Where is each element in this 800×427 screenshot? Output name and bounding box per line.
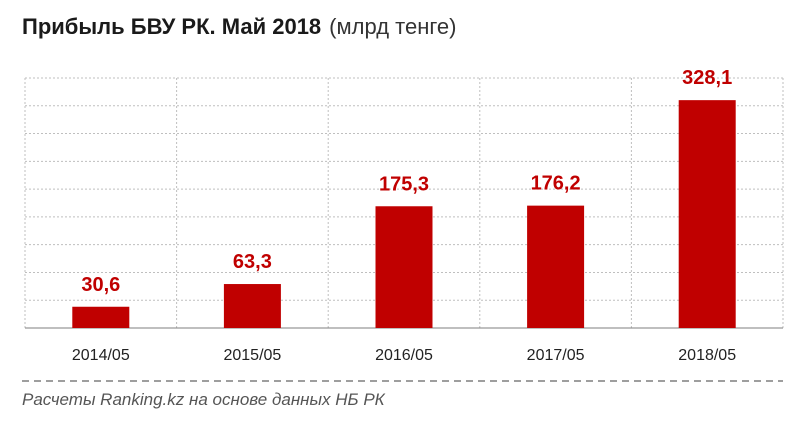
data-label: 176,2 <box>531 173 581 195</box>
data-label: 30,6 <box>81 274 120 296</box>
x-tick-label: 2016/05 <box>375 347 433 364</box>
data-label: 63,3 <box>233 251 272 273</box>
x-tick-label: 2014/05 <box>72 347 130 364</box>
x-tick-label: 2017/05 <box>527 347 585 364</box>
bar <box>72 306 130 328</box>
bar <box>527 205 585 328</box>
bar <box>223 284 281 328</box>
data-label: 175,3 <box>379 173 429 195</box>
x-tick-label: 2018/05 <box>678 347 736 364</box>
chart-unit: (млрд тенге) <box>329 14 457 39</box>
bar <box>678 100 736 329</box>
x-tick-label: 2015/05 <box>223 347 281 364</box>
source-note: Расчеты Ranking.kz на основе данных НБ Р… <box>22 390 385 409</box>
chart-title: Прибыль БВУ РК. Май 2018 (млрд тенге) <box>22 14 456 40</box>
data-label: 328,1 <box>682 67 732 89</box>
bar <box>375 206 433 328</box>
chart-title-text: Прибыль БВУ РК. Май 2018 <box>22 14 322 39</box>
